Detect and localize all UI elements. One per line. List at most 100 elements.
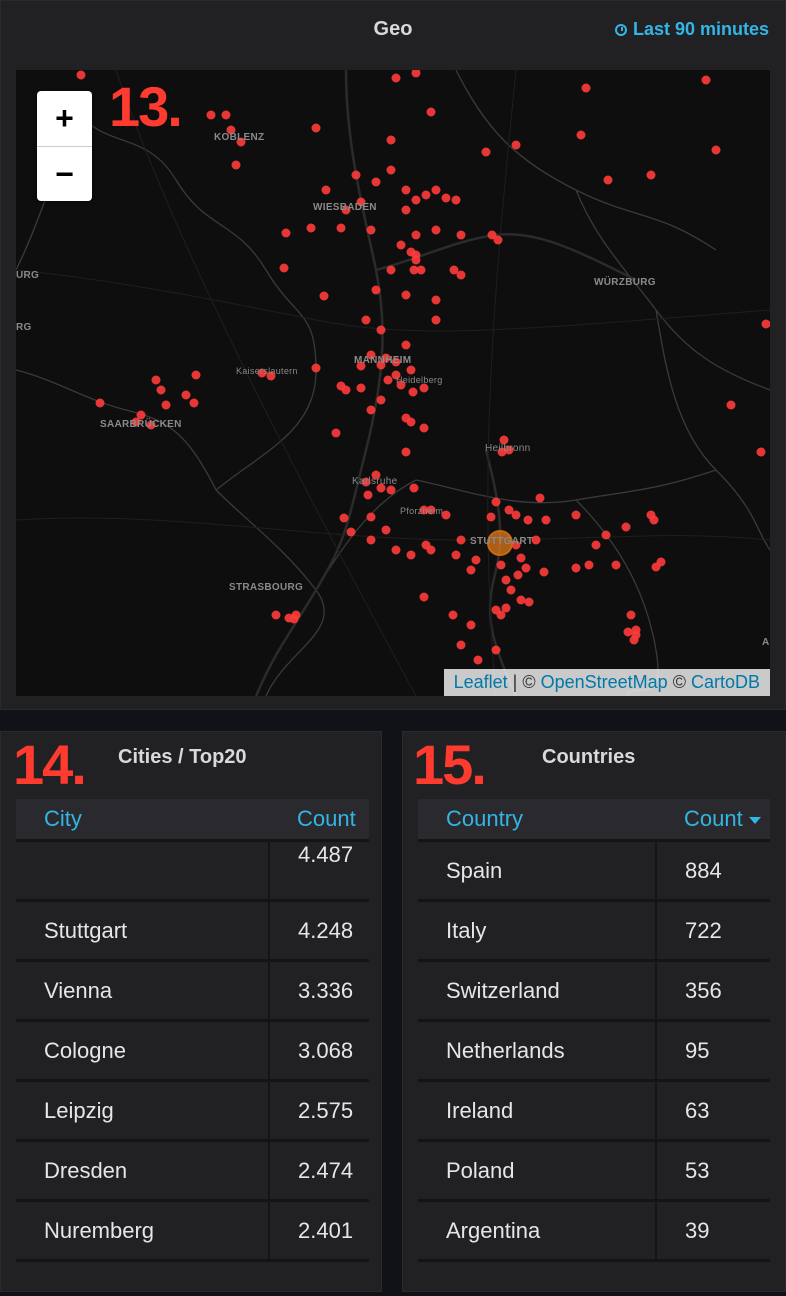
map-marker[interactable]: [651, 562, 661, 572]
map-marker[interactable]: [271, 610, 281, 620]
map-marker[interactable]: [466, 565, 476, 575]
map-marker[interactable]: [376, 395, 386, 405]
map-marker[interactable]: [321, 185, 331, 195]
map-marker[interactable]: [493, 235, 503, 245]
countries-panel-title[interactable]: Countries: [542, 746, 636, 768]
map-marker[interactable]: [431, 225, 441, 235]
map-marker[interactable]: [501, 575, 511, 585]
map-marker[interactable]: [266, 371, 276, 381]
table-row[interactable]: Cologne 3.068: [16, 1020, 369, 1082]
map-marker[interactable]: [456, 535, 466, 545]
map-marker[interactable]: [406, 550, 416, 560]
map-marker[interactable]: [456, 230, 466, 240]
map-marker[interactable]: [381, 353, 391, 363]
map-marker[interactable]: [426, 107, 436, 117]
table-row[interactable]: Stuttgart 4.248: [16, 900, 369, 962]
zoom-out-button[interactable]: −: [37, 146, 92, 202]
cartodb-link[interactable]: CartoDB: [690, 672, 760, 692]
table-row[interactable]: Dresden 2.474: [16, 1140, 369, 1202]
map-marker[interactable]: [391, 357, 401, 367]
map-marker[interactable]: [487, 230, 497, 240]
map-marker[interactable]: [451, 550, 461, 560]
map-marker[interactable]: [726, 400, 736, 410]
geo-panel-title[interactable]: Geo: [373, 18, 413, 40]
map-marker[interactable]: [473, 655, 483, 665]
map-marker[interactable]: [419, 423, 429, 433]
map-marker[interactable]: [456, 640, 466, 650]
map-marker[interactable]: [356, 361, 366, 371]
map-marker[interactable]: [156, 385, 166, 395]
map-marker[interactable]: [426, 505, 436, 515]
map-marker[interactable]: [401, 447, 411, 457]
map-marker[interactable]: [361, 477, 371, 487]
map-marker[interactable]: [396, 380, 406, 390]
table-row[interactable]: Vienna 3.336: [16, 960, 369, 1022]
map-marker[interactable]: [626, 610, 636, 620]
table-row[interactable]: Nuremberg 2.401: [16, 1200, 369, 1262]
map-marker[interactable]: [95, 398, 105, 408]
map-marker[interactable]: [391, 370, 401, 380]
leaflet-link[interactable]: Leaflet: [453, 672, 508, 692]
map-marker[interactable]: [524, 597, 534, 607]
map-marker[interactable]: [516, 553, 526, 563]
highlight-marker[interactable]: [487, 530, 513, 556]
map-marker[interactable]: [226, 125, 236, 135]
map-marker[interactable]: [539, 567, 549, 577]
map-marker[interactable]: [391, 545, 401, 555]
map-marker[interactable]: [571, 563, 581, 573]
map-marker[interactable]: [279, 263, 289, 273]
map-marker[interactable]: [381, 525, 391, 535]
map-marker[interactable]: [471, 555, 481, 565]
map-marker[interactable]: [411, 195, 421, 205]
map-marker[interactable]: [419, 505, 429, 515]
map-marker[interactable]: [361, 315, 371, 325]
map-marker[interactable]: [511, 140, 521, 150]
map-marker[interactable]: [346, 527, 356, 537]
map-marker[interactable]: [401, 290, 411, 300]
map-marker[interactable]: [535, 493, 545, 503]
map-marker[interactable]: [571, 510, 581, 520]
map-marker[interactable]: [513, 570, 523, 580]
map-marker[interactable]: [371, 285, 381, 295]
country-column-header[interactable]: Country: [418, 799, 656, 842]
map-marker[interactable]: [611, 560, 621, 570]
map-marker[interactable]: [531, 535, 541, 545]
table-row[interactable]: Ireland 63: [418, 1080, 770, 1142]
map-marker[interactable]: [131, 417, 141, 427]
map-marker[interactable]: [408, 387, 418, 397]
map-marker[interactable]: [416, 265, 426, 275]
map-marker[interactable]: [449, 265, 459, 275]
map-marker[interactable]: [409, 483, 419, 493]
map-marker[interactable]: [383, 375, 393, 385]
table-row[interactable]: Leipzig 2.575: [16, 1080, 369, 1142]
table-row[interactable]: Switzerland 356: [418, 960, 770, 1022]
map-marker[interactable]: [516, 595, 526, 605]
map-marker[interactable]: [601, 530, 611, 540]
map-marker[interactable]: [401, 340, 411, 350]
map-marker[interactable]: [431, 295, 441, 305]
map-marker[interactable]: [431, 315, 441, 325]
map-marker[interactable]: [496, 560, 506, 570]
map-marker[interactable]: [523, 515, 533, 525]
map-marker[interactable]: [411, 250, 421, 260]
map-marker[interactable]: [466, 620, 476, 630]
map-marker[interactable]: [366, 535, 376, 545]
map-marker[interactable]: [366, 225, 376, 235]
map-marker[interactable]: [511, 510, 521, 520]
map-marker[interactable]: [386, 265, 396, 275]
map-marker[interactable]: [376, 325, 386, 335]
openstreetmap-link[interactable]: OpenStreetMap: [540, 672, 668, 692]
map-marker[interactable]: [406, 365, 416, 375]
geo-map[interactable]: KOBLENZ WIESBADEN WÜRZBURG MANNHEIM Kais…: [16, 70, 770, 696]
zoom-in-button[interactable]: +: [55, 100, 74, 136]
map-marker[interactable]: [181, 390, 191, 400]
map-marker[interactable]: [351, 170, 361, 180]
map-marker[interactable]: [431, 185, 441, 195]
map-marker[interactable]: [504, 505, 514, 515]
table-row[interactable]: 4.487: [16, 840, 369, 902]
map-marker[interactable]: [491, 497, 501, 507]
map-marker[interactable]: [356, 383, 366, 393]
map-marker[interactable]: [341, 385, 351, 395]
table-row[interactable]: Argentina 39: [418, 1200, 770, 1262]
map-marker[interactable]: [584, 560, 594, 570]
